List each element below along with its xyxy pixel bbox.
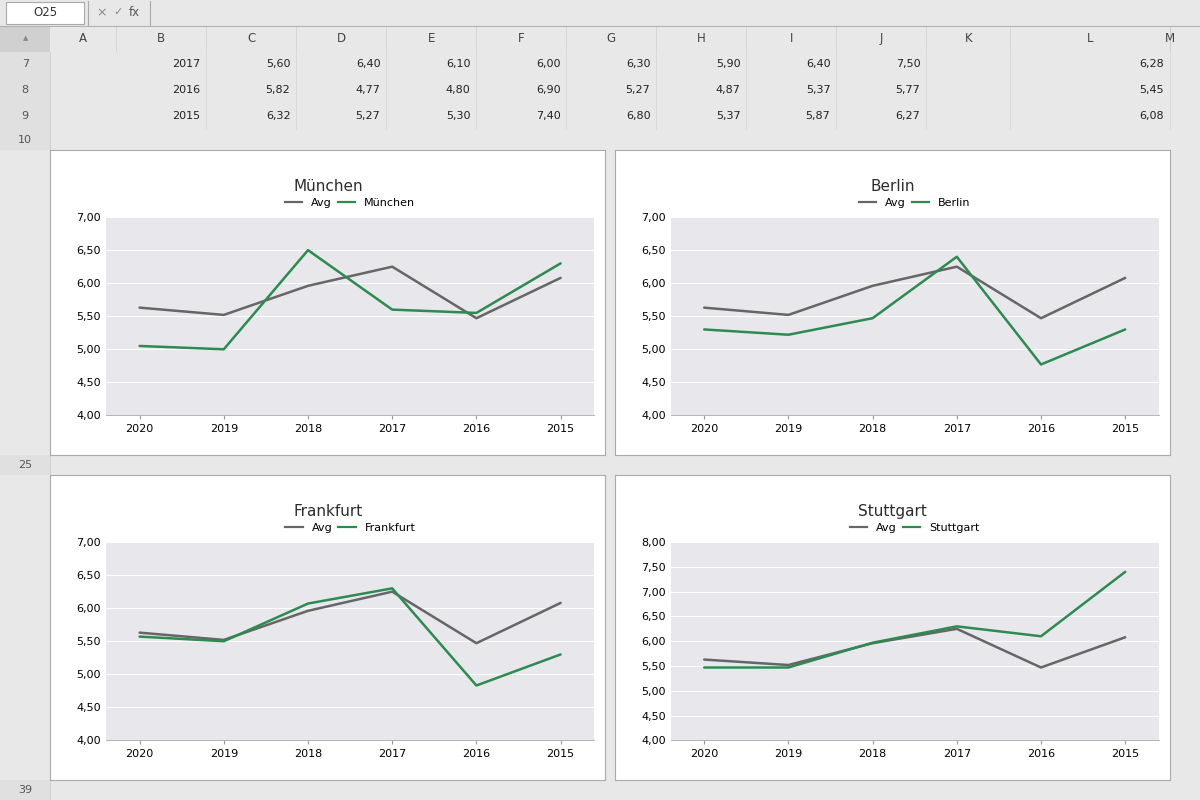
Text: 6,32: 6,32 bbox=[265, 111, 290, 122]
Text: 5,27: 5,27 bbox=[625, 86, 650, 95]
FancyBboxPatch shape bbox=[0, 26, 50, 52]
Text: 6,27: 6,27 bbox=[895, 111, 920, 122]
Text: 6,28: 6,28 bbox=[1139, 59, 1164, 70]
Text: 6,10: 6,10 bbox=[446, 59, 470, 70]
Text: I: I bbox=[790, 32, 793, 45]
Text: ✓: ✓ bbox=[113, 7, 122, 18]
Text: 6,90: 6,90 bbox=[535, 86, 560, 95]
Text: Berlin: Berlin bbox=[870, 179, 914, 194]
Text: 2016: 2016 bbox=[173, 86, 200, 95]
Text: 7: 7 bbox=[22, 59, 29, 70]
Text: 5,82: 5,82 bbox=[265, 86, 290, 95]
Text: L: L bbox=[1087, 32, 1093, 45]
Text: München: München bbox=[293, 179, 362, 194]
Text: 6,08: 6,08 bbox=[1139, 111, 1164, 122]
Text: 5,77: 5,77 bbox=[895, 86, 920, 95]
Text: 6,40: 6,40 bbox=[805, 59, 830, 70]
Text: 8: 8 bbox=[22, 86, 29, 95]
Text: J: J bbox=[880, 32, 883, 45]
Text: M: M bbox=[1165, 32, 1175, 45]
Text: 10: 10 bbox=[18, 134, 32, 145]
FancyBboxPatch shape bbox=[0, 130, 50, 150]
Text: 6,80: 6,80 bbox=[625, 111, 650, 122]
Text: C: C bbox=[247, 32, 256, 45]
Text: 6,40: 6,40 bbox=[355, 59, 380, 70]
Text: 5,37: 5,37 bbox=[805, 86, 830, 95]
Text: D: D bbox=[337, 32, 346, 45]
Legend: Avg, Frankfurt: Avg, Frankfurt bbox=[281, 518, 420, 537]
Text: 2015: 2015 bbox=[173, 111, 200, 122]
Text: 5,37: 5,37 bbox=[715, 111, 740, 122]
Legend: Avg, München: Avg, München bbox=[281, 193, 420, 212]
Text: Stuttgart: Stuttgart bbox=[858, 505, 926, 519]
FancyBboxPatch shape bbox=[0, 104, 50, 130]
Text: 5,30: 5,30 bbox=[446, 111, 470, 122]
Text: 6,30: 6,30 bbox=[626, 59, 650, 70]
Text: Frankfurt: Frankfurt bbox=[293, 505, 362, 519]
Text: 4,77: 4,77 bbox=[355, 86, 380, 95]
Legend: Avg, Berlin: Avg, Berlin bbox=[854, 193, 976, 212]
FancyBboxPatch shape bbox=[0, 455, 50, 475]
Text: B: B bbox=[157, 32, 166, 45]
Text: A: A bbox=[79, 32, 88, 45]
Text: 4,87: 4,87 bbox=[715, 86, 740, 95]
Legend: Avg, Stuttgart: Avg, Stuttgart bbox=[845, 518, 984, 537]
Text: 5,27: 5,27 bbox=[355, 111, 380, 122]
Text: 5,60: 5,60 bbox=[266, 59, 290, 70]
FancyBboxPatch shape bbox=[0, 52, 50, 78]
Text: E: E bbox=[427, 32, 436, 45]
Text: 5,45: 5,45 bbox=[1139, 86, 1164, 95]
Text: ▲: ▲ bbox=[23, 35, 28, 42]
Text: 7,40: 7,40 bbox=[535, 111, 560, 122]
Text: 25: 25 bbox=[18, 459, 32, 470]
Text: H: H bbox=[697, 32, 706, 45]
Text: 5,87: 5,87 bbox=[805, 111, 830, 122]
Text: ×: × bbox=[97, 6, 107, 19]
Text: fx: fx bbox=[128, 6, 140, 19]
Text: F: F bbox=[518, 32, 524, 45]
Text: 2017: 2017 bbox=[172, 59, 200, 70]
FancyBboxPatch shape bbox=[0, 780, 50, 800]
Text: G: G bbox=[607, 32, 616, 45]
Text: 7,50: 7,50 bbox=[895, 59, 920, 70]
Text: O25: O25 bbox=[34, 6, 58, 19]
Text: K: K bbox=[965, 32, 972, 45]
Text: 6,00: 6,00 bbox=[536, 59, 560, 70]
FancyBboxPatch shape bbox=[0, 78, 50, 104]
Text: 4,80: 4,80 bbox=[445, 86, 470, 95]
Text: 9: 9 bbox=[22, 111, 29, 122]
Text: 39: 39 bbox=[18, 785, 32, 794]
FancyBboxPatch shape bbox=[6, 2, 84, 24]
Text: 5,90: 5,90 bbox=[715, 59, 740, 70]
